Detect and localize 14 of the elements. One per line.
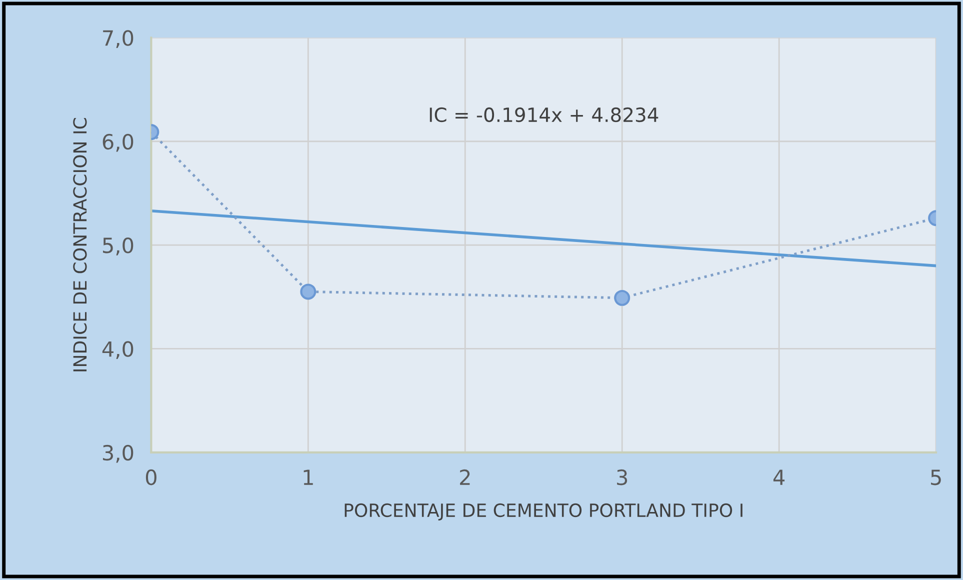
y-tick-label: 3,0 bbox=[102, 444, 134, 463]
y-tick-label: 5,0 bbox=[103, 238, 134, 256]
x-axis-title: PORCENTAJE DE CEMENTO PORTLAND TIPO I bbox=[344, 503, 742, 520]
y-axis-title: INDICE DE CONTRACCION IC bbox=[73, 118, 87, 372]
x-tick-label: 4 bbox=[773, 470, 785, 485]
y-tick-label: 4,0 bbox=[102, 341, 134, 360]
x-tick-label: 1 bbox=[304, 470, 313, 485]
x-tick-label: 2 bbox=[460, 469, 470, 485]
y-tick-label: 7,0 bbox=[103, 30, 134, 48]
x-tick-label: 0 bbox=[146, 469, 156, 486]
x-tick-label: 3 bbox=[617, 469, 628, 486]
annotation: IC = -0.1914x + 4.8234 bbox=[430, 107, 658, 122]
x-tick-label: 5 bbox=[931, 470, 941, 486]
y-tick-label: 6,0 bbox=[102, 134, 134, 152]
